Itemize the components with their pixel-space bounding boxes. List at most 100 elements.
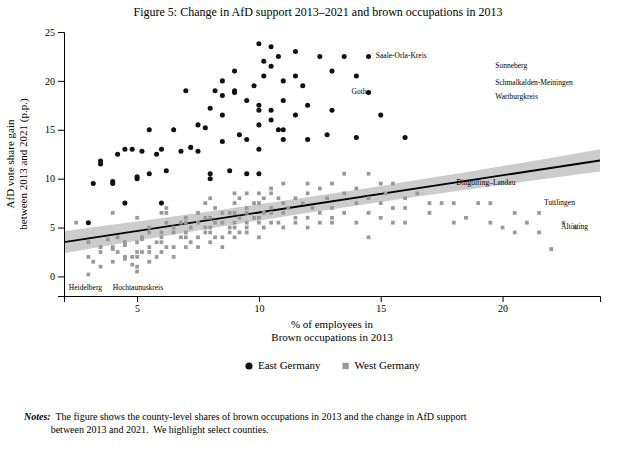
point bbox=[99, 265, 103, 269]
point bbox=[330, 206, 334, 210]
point bbox=[111, 211, 115, 215]
point bbox=[384, 191, 388, 195]
point bbox=[147, 127, 152, 132]
point bbox=[293, 113, 298, 118]
axis-line bbox=[58, 33, 65, 297]
point bbox=[256, 103, 261, 108]
point bbox=[276, 54, 281, 59]
point bbox=[452, 221, 456, 225]
point bbox=[147, 260, 151, 264]
point bbox=[403, 196, 407, 200]
point bbox=[220, 245, 224, 249]
point bbox=[116, 235, 120, 239]
point bbox=[318, 221, 322, 225]
point bbox=[130, 255, 134, 259]
annotation: Wartburgkreis bbox=[495, 92, 538, 101]
point bbox=[305, 103, 310, 108]
point bbox=[110, 179, 115, 184]
point bbox=[300, 83, 305, 88]
point bbox=[140, 250, 144, 254]
point bbox=[135, 174, 140, 179]
point bbox=[245, 206, 249, 210]
chart: Figure 5: Change in AfD support 2013–202… bbox=[0, 0, 636, 459]
point bbox=[203, 216, 207, 220]
point bbox=[281, 127, 286, 132]
point bbox=[257, 235, 261, 239]
point bbox=[86, 255, 90, 259]
notes-text: The figure shows the county-level shares… bbox=[51, 411, 467, 435]
point bbox=[269, 191, 273, 195]
point bbox=[147, 231, 151, 235]
point bbox=[245, 221, 249, 225]
confidence-band bbox=[64, 149, 600, 253]
point bbox=[86, 220, 91, 225]
point bbox=[261, 59, 266, 64]
point bbox=[147, 245, 151, 249]
point bbox=[245, 226, 249, 230]
legend-label: West Germany bbox=[355, 359, 421, 371]
point bbox=[155, 240, 159, 244]
point bbox=[106, 237, 110, 241]
point bbox=[155, 255, 159, 259]
point bbox=[269, 117, 274, 122]
point bbox=[281, 226, 285, 230]
point bbox=[147, 171, 152, 176]
point bbox=[179, 221, 183, 225]
point bbox=[488, 201, 492, 205]
point bbox=[306, 182, 310, 186]
point bbox=[203, 226, 207, 230]
point bbox=[513, 211, 517, 215]
point bbox=[262, 226, 266, 230]
point bbox=[233, 235, 237, 239]
point bbox=[208, 216, 212, 220]
point bbox=[330, 216, 334, 220]
point bbox=[305, 137, 310, 142]
annotation: Schmalkalden-Meiningen bbox=[495, 78, 573, 87]
legend-label: East Germany bbox=[258, 359, 321, 371]
point bbox=[164, 221, 168, 225]
point bbox=[237, 132, 242, 137]
tick-mark bbox=[58, 179, 64, 180]
point bbox=[164, 245, 168, 249]
point bbox=[281, 137, 286, 142]
annotations: Saale-Orla-KreisSonnebergSchmalkalden-Me… bbox=[69, 51, 588, 292]
point bbox=[276, 127, 281, 132]
point bbox=[188, 145, 193, 150]
point bbox=[99, 245, 103, 249]
scatter-series bbox=[86, 41, 408, 225]
point bbox=[195, 122, 200, 127]
point bbox=[525, 221, 529, 225]
point bbox=[111, 260, 115, 264]
point bbox=[196, 245, 200, 249]
point bbox=[281, 211, 285, 215]
title: Figure 5: Change in AfD support 2013–202… bbox=[134, 5, 503, 19]
point bbox=[391, 221, 395, 225]
point bbox=[440, 201, 444, 205]
point bbox=[135, 270, 139, 274]
legend-symbol bbox=[342, 363, 348, 369]
point bbox=[354, 73, 359, 78]
point bbox=[257, 216, 261, 220]
point bbox=[428, 201, 432, 205]
y-axis: 0510152025 bbox=[45, 27, 65, 297]
point bbox=[354, 135, 359, 140]
point bbox=[116, 250, 120, 254]
point bbox=[245, 231, 249, 235]
point bbox=[135, 265, 139, 269]
point bbox=[135, 255, 139, 259]
point bbox=[208, 226, 212, 230]
point bbox=[203, 231, 207, 235]
point bbox=[256, 108, 261, 113]
point bbox=[232, 88, 237, 93]
axis-line bbox=[65, 297, 601, 303]
tick-label: 15 bbox=[45, 124, 55, 135]
annotation: Saale-Orla-Kreis bbox=[376, 51, 427, 60]
point bbox=[184, 245, 188, 249]
point bbox=[220, 235, 224, 239]
annotation: Altötting bbox=[561, 222, 588, 231]
annotation: Dingolfing–Landau bbox=[456, 178, 515, 187]
point bbox=[164, 168, 169, 173]
point bbox=[277, 221, 281, 225]
point bbox=[367, 235, 371, 239]
point bbox=[233, 191, 237, 195]
